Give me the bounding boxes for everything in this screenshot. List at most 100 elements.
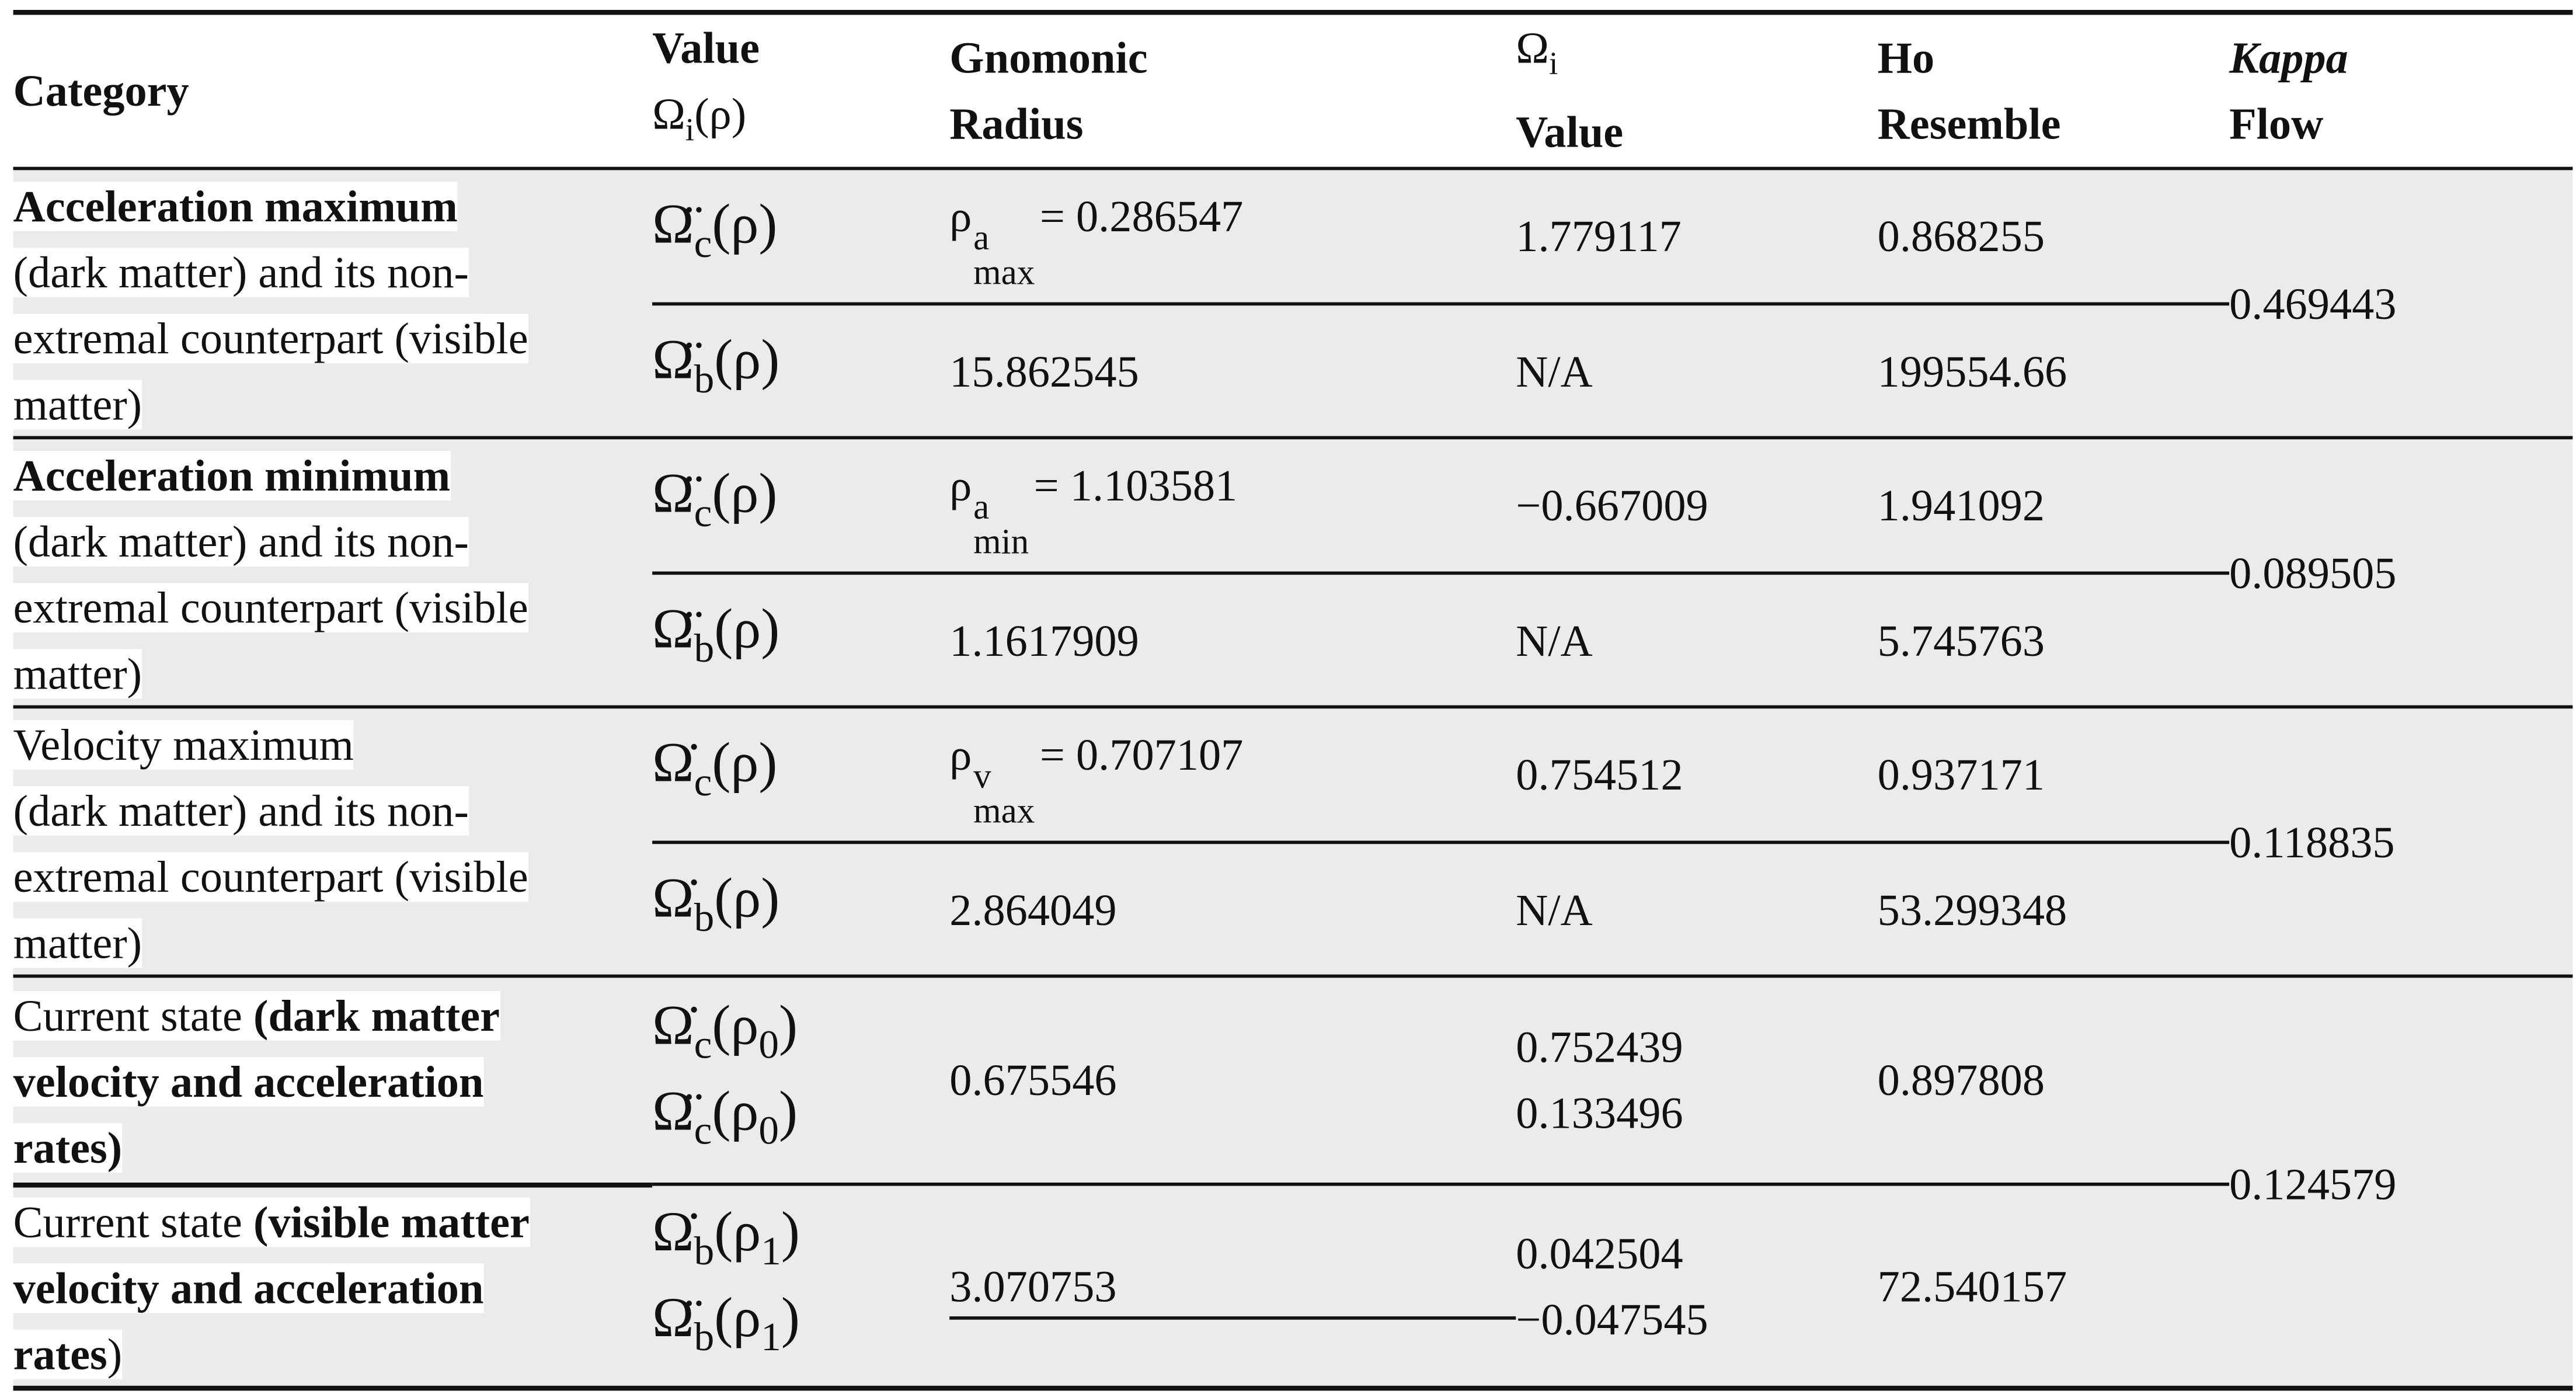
text-run: Resemble <box>1877 98 2061 148</box>
cell-line: 3.070753 <box>949 1253 1516 1319</box>
cell-line: 1.1617909 <box>949 607 1516 673</box>
cell-line: N/A <box>1516 607 1877 673</box>
text-run: c <box>694 1109 712 1154</box>
cell-line: Ω̈b(ρ1) <box>652 1286 949 1371</box>
text-run: Ω̈ <box>652 1082 694 1143</box>
cell-line: (dark matter) and its non- <box>13 508 653 574</box>
text-run: (dark matter <box>253 990 500 1041</box>
text-run: 0.754512 <box>1516 750 1683 799</box>
text-run: c <box>694 761 712 806</box>
cell-line: (dark matter) and its non- <box>13 777 653 843</box>
cell-line: extremal counterpart (visible <box>13 843 653 909</box>
omega-cell: N/A <box>1516 842 1877 976</box>
subscript: max <box>973 791 1035 831</box>
text-run: b <box>694 357 715 402</box>
resemble-cell: 1.941092 <box>1878 437 2229 573</box>
cell-line: 0.042504 <box>1516 1220 1877 1286</box>
text-run: Ω̇ <box>652 996 694 1058</box>
symbol-cell: Ω̇b(ρ1) Ω̈b(ρ1) <box>652 1184 949 1388</box>
text-run: velocity and acceleration <box>13 1057 484 1107</box>
rule-line <box>13 9 2573 15</box>
header-cell: Kappa Flow <box>2229 12 2572 169</box>
text-run: Category <box>13 65 189 115</box>
text-run: (dark matter) and its non- <box>13 246 469 297</box>
text-run: 0 <box>758 1024 779 1069</box>
rule-line <box>13 1385 2573 1390</box>
omega-cell: N/A <box>1516 573 1877 707</box>
text-run: c <box>694 492 712 537</box>
radius-cell: 2.864049 <box>949 842 1516 976</box>
text-run: ρ <box>949 460 972 510</box>
text-run: = 1.103581 <box>1033 460 1238 510</box>
text-run: 72.540157 <box>1877 1261 2067 1311</box>
omega-cell: 0.042504 −0.047545 <box>1516 1184 1877 1388</box>
resemble-cell: 199554.66 <box>1878 304 2229 437</box>
omega-cell: N/A <box>1516 304 1877 437</box>
text-run: Velocity maximum <box>13 719 354 769</box>
line-highlight: matter) <box>13 379 142 429</box>
cell-line: Ωi(ρ) <box>652 81 949 165</box>
resemble-cell: 0.868255 <box>1878 168 2229 304</box>
cell-line: 53.299348 <box>1878 876 2229 942</box>
text-run: 0.897808 <box>1877 1055 2045 1106</box>
symbol-cell: Ω̇c(ρ) <box>652 707 949 842</box>
superscript: a <box>973 218 990 259</box>
cell-line: Current state (visible matter <box>13 1188 653 1254</box>
cell-line: Value <box>652 15 949 81</box>
cell-line: extremal counterpart (visible <box>13 305 653 371</box>
omega-cell: 0.754512 <box>1516 707 1877 842</box>
cell-line: 1.779117 <box>1516 203 1877 269</box>
text-run: Current state <box>13 1197 254 1246</box>
text-run: (ρ <box>714 1287 761 1349</box>
text-run: Radius <box>949 98 1084 148</box>
omega-cell: −0.667009 <box>1516 437 1877 573</box>
header-cell: Ωi Value <box>1516 12 1877 169</box>
cell-line: (dark matter) and its non- <box>13 239 653 305</box>
radius-cell: 15.862545 <box>949 304 1516 437</box>
rule-line <box>13 167 2573 170</box>
text-run: (ρ) <box>712 195 778 256</box>
cell-line: 0.754512 <box>1516 742 1877 808</box>
text-run: (ρ) <box>714 599 780 661</box>
symbol-cell: Ω̈b(ρ) <box>652 304 949 437</box>
sup-sub: a max <box>973 218 1035 290</box>
text-run: b <box>694 1315 715 1360</box>
cell-line: Ω̈b(ρ) <box>652 328 949 413</box>
cell-line: Ω̇b(ρ1) <box>652 1201 949 1286</box>
kappa-flow-value: 0.118835 <box>2229 817 2395 867</box>
text-run: (ρ <box>712 996 759 1058</box>
line-highlight: Velocity maximum <box>13 719 354 769</box>
text-run: extremal counterpart (visible <box>13 851 528 901</box>
resemble-cell: 5.745763 <box>1878 573 2229 707</box>
text-run: c <box>694 1024 712 1069</box>
radius-cell: 1.1617909 <box>949 573 1516 707</box>
text-run: Ω̈ <box>652 195 694 256</box>
text-run: Ω̇ <box>652 868 694 930</box>
text-run: c <box>694 223 712 267</box>
text-run: 0.042504 <box>1516 1228 1683 1278</box>
cell-line: Ωi <box>1516 15 1877 99</box>
text-run: (ρ) <box>714 868 780 930</box>
header-cell: Gnomonic Radius <box>949 12 1516 169</box>
text-run: Acceleration maximum <box>13 180 458 231</box>
text-run: 53.299348 <box>1877 884 2067 934</box>
text-run: 0.133496 <box>1516 1088 1683 1138</box>
radius-cell: 0.675546 <box>949 976 1516 1184</box>
text-run: b <box>694 895 715 941</box>
text-run: matter) <box>13 917 142 967</box>
text-run: Acceleration minimum <box>13 450 451 500</box>
text-run: 1.1617909 <box>949 615 1139 665</box>
cell-line: Resemble <box>1878 90 2229 156</box>
symbol-cell: Ω̇b(ρ) <box>652 842 949 976</box>
text-run: 0.868255 <box>1877 211 2045 261</box>
text-run: extremal counterpart (visible <box>13 582 528 632</box>
text-run: 0.675546 <box>949 1055 1117 1106</box>
cell-line: Ω̇c(ρ0) <box>652 995 949 1080</box>
category-cell: Acceleration minimum (dark matter) and it… <box>13 441 653 707</box>
text-run: b <box>694 1229 715 1274</box>
cell-line: matter) <box>13 640 653 706</box>
cell-line: extremal counterpart (visible <box>13 574 653 640</box>
omega-cell: 0.752439 0.133496 <box>1516 976 1877 1184</box>
cell-line: 0.752439 <box>1516 1014 1877 1080</box>
cell-line: velocity and acceleration <box>13 1049 653 1115</box>
